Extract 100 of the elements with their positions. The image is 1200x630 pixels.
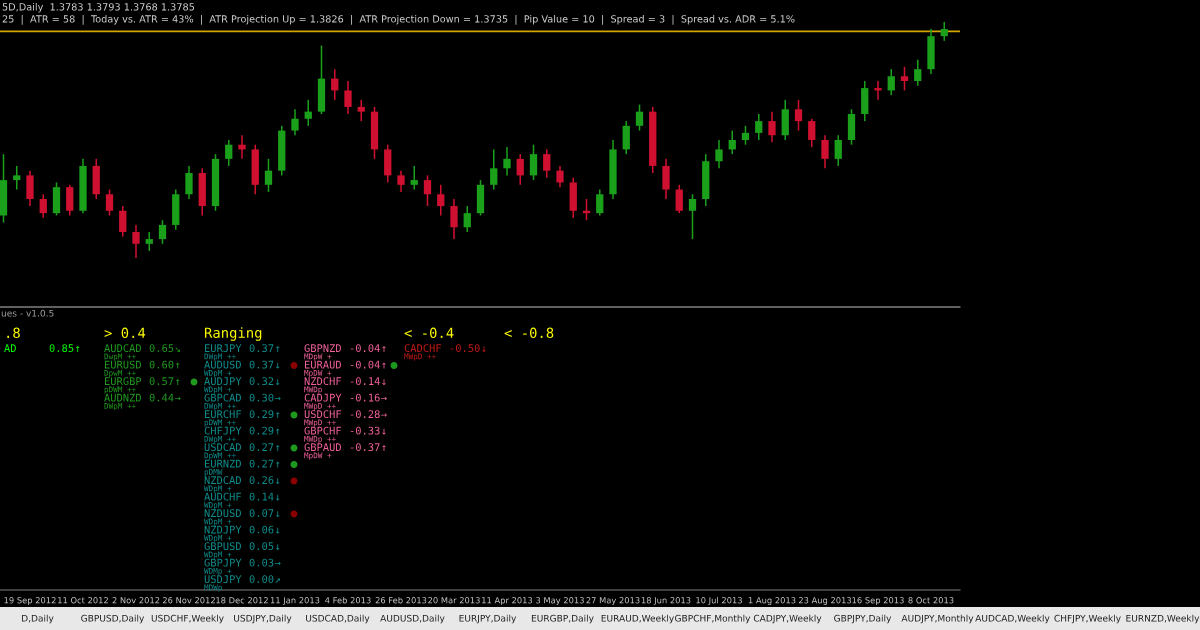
candlestick xyxy=(715,139,723,170)
text: ↑ xyxy=(176,362,180,369)
text: CADJPY,Weekly xyxy=(753,614,822,624)
x-tick-label: 27 May 2013 xyxy=(586,597,640,606)
x-tick-label: 23 Aug 2013 xyxy=(798,597,852,606)
category-label: CHFJPY xyxy=(204,426,242,435)
data-label: 0.60 xyxy=(149,360,174,369)
data-label: -0.14 xyxy=(350,377,380,386)
candlestick xyxy=(132,224,140,259)
candlestick xyxy=(662,158,670,200)
candlestick xyxy=(145,231,153,252)
text: ↑ xyxy=(176,379,180,385)
data-label: -0.16 xyxy=(350,393,380,402)
candlestick xyxy=(940,21,948,42)
text: ↑ xyxy=(382,362,386,369)
category-label: USDCAD xyxy=(204,443,241,452)
x-tick-label: 8 Oct 2013 xyxy=(908,597,954,604)
text: ↑ xyxy=(276,461,280,468)
text: ↑ xyxy=(276,445,280,451)
data-label: 0.32 xyxy=(249,377,274,386)
data-label: -0.04 xyxy=(350,360,380,369)
category-label: GBPNZD xyxy=(304,344,341,353)
candlestick xyxy=(331,68,339,101)
text: GBPJPY,Daily xyxy=(834,614,892,624)
candlestick xyxy=(105,188,114,217)
text: ↓ xyxy=(276,379,280,385)
text: ↓ xyxy=(382,428,386,435)
data-label: 0.44 xyxy=(149,393,174,402)
category-label: GBPAUD xyxy=(304,443,341,452)
category-label: EURGBP xyxy=(105,377,142,386)
x-tick-label: 2 Nov 2012 xyxy=(112,597,160,604)
category-label: GBPCHF xyxy=(304,426,342,435)
text: AUDUSD,Daily xyxy=(380,614,445,624)
category-label: GBPJPY xyxy=(204,558,242,567)
candlestick xyxy=(185,165,193,200)
x-tick-label: 26 Feb 2013 xyxy=(375,596,427,604)
text: AUDJPY,Monthly xyxy=(901,614,974,624)
data-label: 0.37 xyxy=(249,344,274,353)
candlestick xyxy=(264,158,273,193)
candlestick xyxy=(741,125,750,146)
text: ↓ xyxy=(276,362,280,369)
candlestick xyxy=(755,113,763,141)
candlestick xyxy=(450,198,458,240)
candlestick xyxy=(463,205,471,233)
candlestick xyxy=(13,165,21,191)
candlestick xyxy=(675,184,683,214)
text: → xyxy=(274,396,281,401)
category-label: USDCHF xyxy=(304,410,342,419)
candlestick xyxy=(596,188,604,217)
data-label: 0.65 xyxy=(149,344,174,353)
candlestick xyxy=(26,169,34,207)
data-label: -0.04 xyxy=(350,344,380,353)
category-label: EURNZD xyxy=(205,459,241,468)
candlestick xyxy=(834,134,842,167)
category-label: NZDJPY xyxy=(204,525,242,534)
text: → xyxy=(174,396,181,401)
text: < -0.4 xyxy=(404,327,454,339)
text: > 0.4 xyxy=(104,327,146,339)
data-label: 0.14 xyxy=(249,492,274,501)
category-label: AUDNZD xyxy=(104,393,141,402)
text: ↓ xyxy=(276,527,280,534)
category-label: EURCHF xyxy=(205,410,242,419)
candlestick xyxy=(437,184,445,217)
category-label: GBPCAD xyxy=(204,393,241,402)
text: EURGBP,Daily xyxy=(531,614,594,624)
data-label: 0.30 xyxy=(249,393,274,402)
data-label: 0.07 xyxy=(249,509,274,518)
data-label: -0.50 xyxy=(450,344,480,353)
data-label: 0.29 xyxy=(249,410,274,419)
x-tick-label: 11 Jan 2013 xyxy=(270,597,320,605)
text: USDJPY,Daily xyxy=(234,614,292,624)
x-tick-label: 11 Apr 2013 xyxy=(482,597,533,606)
category-label: AUDJPY xyxy=(204,377,242,386)
category-label: GBPUSD xyxy=(204,542,241,551)
category-label: EURAUD xyxy=(305,360,341,369)
data-label: 0.57 xyxy=(149,377,174,386)
x-tick-label: 20 Mar 2013 xyxy=(428,597,480,604)
candlestick xyxy=(119,205,127,238)
candlestick xyxy=(914,58,922,87)
candlestick xyxy=(688,193,697,240)
category-label: CADCHF xyxy=(404,344,442,353)
data-label: 0.03 xyxy=(249,558,274,567)
category-label: AD xyxy=(4,344,16,352)
data-label: 0.29 xyxy=(249,426,274,435)
x-tick-label: 4 Feb 2013 xyxy=(325,596,371,604)
candlestick xyxy=(357,99,365,122)
candlestick xyxy=(556,165,564,188)
candlestick xyxy=(158,219,167,245)
data-label: 0.00 xyxy=(249,575,274,584)
text: EURNZD,Weekly xyxy=(1126,614,1200,624)
text: EURAUD,Weekly xyxy=(601,614,674,624)
candlestick xyxy=(344,80,352,115)
data-label: 0.85 xyxy=(49,344,74,353)
candlestick xyxy=(66,184,74,217)
candlestick xyxy=(39,193,47,219)
text: ↑ xyxy=(276,412,280,418)
candlestick xyxy=(635,103,644,132)
candlestick xyxy=(529,143,538,181)
text: ↓ xyxy=(276,478,280,484)
x-tick-label: 16 Sep 2013 xyxy=(852,597,904,606)
